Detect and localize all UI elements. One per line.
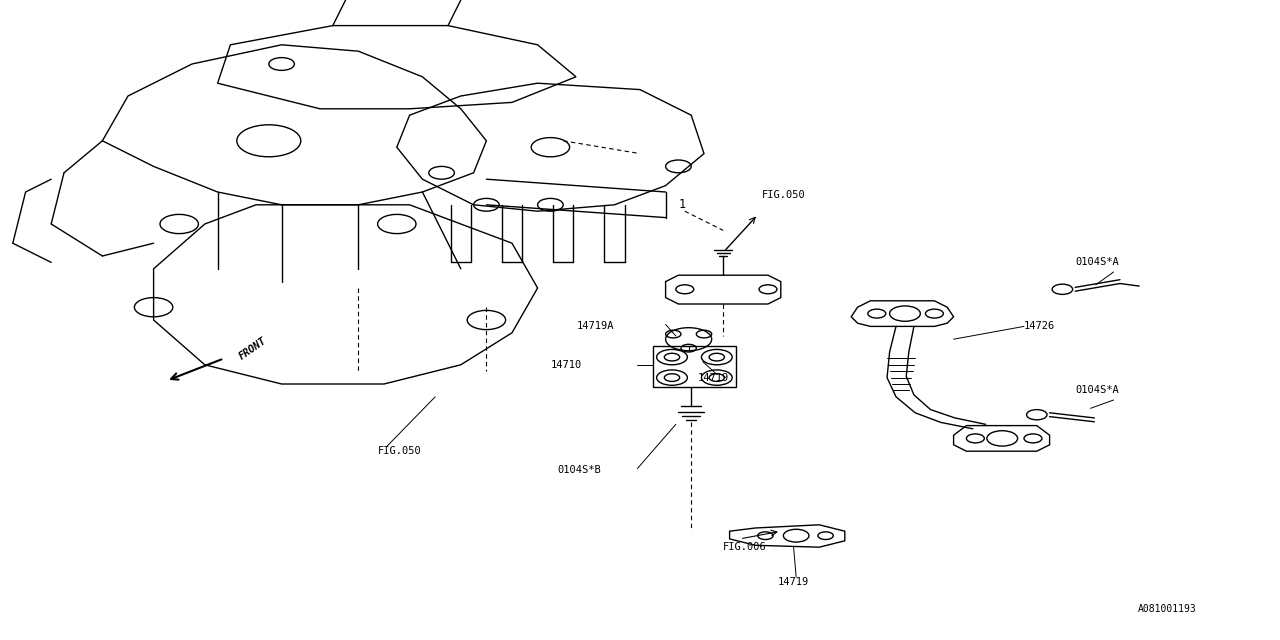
Text: FIG.006: FIG.006 [723, 542, 767, 552]
Text: A081001193: A081001193 [1138, 604, 1197, 614]
Text: FIG.050: FIG.050 [378, 446, 421, 456]
Text: 14719: 14719 [698, 372, 728, 383]
Text: 14710: 14710 [552, 360, 582, 370]
Text: 0104S*B: 0104S*B [558, 465, 602, 476]
Text: 0104S*A: 0104S*A [1075, 385, 1119, 396]
Text: 14719: 14719 [778, 577, 809, 588]
Text: 14719A: 14719A [577, 321, 614, 332]
Text: 1: 1 [678, 198, 686, 211]
Text: FRONT: FRONT [237, 336, 268, 362]
Text: 0104S*A: 0104S*A [1075, 257, 1119, 268]
Text: FIG.050: FIG.050 [762, 190, 805, 200]
Text: 14726: 14726 [1024, 321, 1055, 332]
